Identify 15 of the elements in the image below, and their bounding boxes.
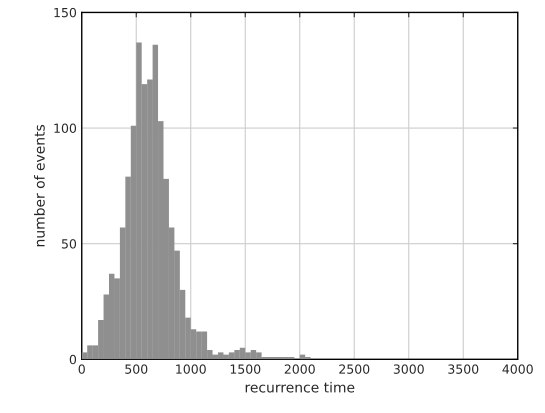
x-tick-label: 2000 xyxy=(284,364,315,374)
y-tick-label: 0 xyxy=(70,354,76,364)
x-tick-label: 2500 xyxy=(339,364,370,374)
x-tick-label: 3500 xyxy=(448,364,478,374)
y-tick-label: 100 xyxy=(54,124,76,133)
x-tick-label: 3000 xyxy=(394,364,424,374)
x-tick-label: 1000 xyxy=(176,364,206,374)
x-tick-label: 1500 xyxy=(230,364,260,374)
y-tick-label: 50 xyxy=(62,239,76,249)
x-tick-label: 0 xyxy=(78,364,85,374)
x-tick-label: 4000 xyxy=(502,364,533,374)
x-tick-label: 500 xyxy=(125,364,148,374)
y-tick-label: 150 xyxy=(54,8,76,18)
x-axis-title: recurrence time xyxy=(246,382,354,393)
y-axis-title: number of events xyxy=(34,124,45,246)
